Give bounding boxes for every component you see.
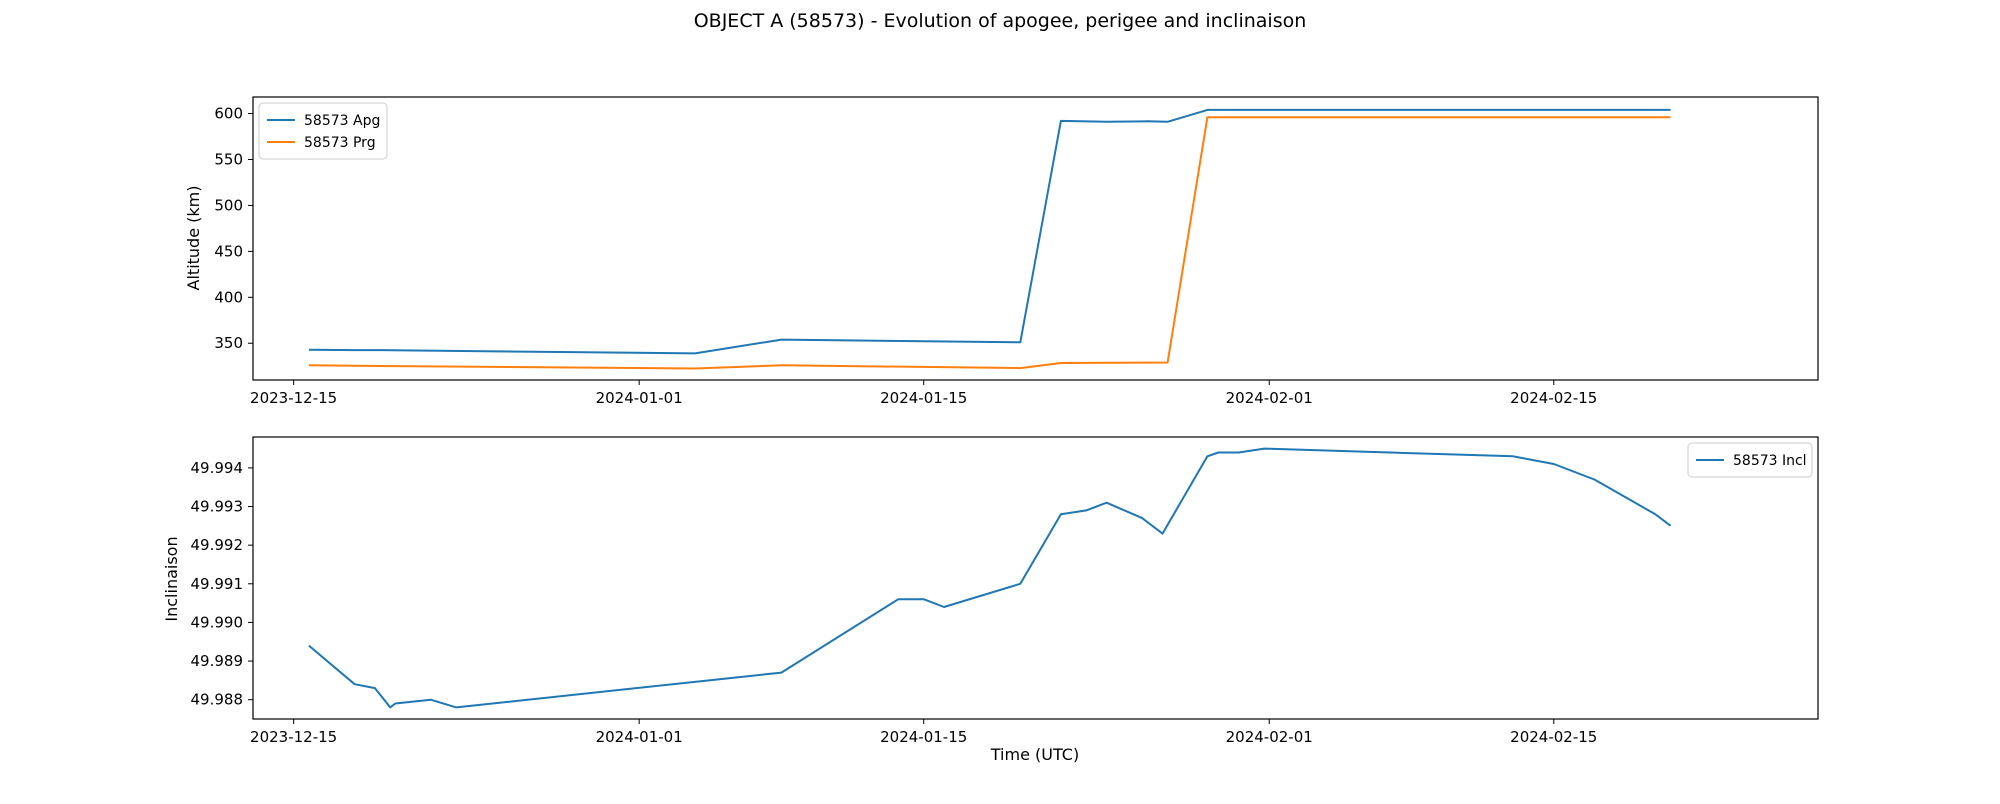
- plot-area-frame: [252, 436, 1819, 720]
- x-tick-label: 2024-02-01: [1226, 728, 1313, 746]
- series-line-incl: [308, 447, 1672, 709]
- y-tick-label: 600: [214, 105, 243, 123]
- x-tick-label: 2023-12-15: [250, 728, 337, 746]
- y-tick-label: 500: [214, 196, 243, 214]
- x-tick-label: 2024-01-15: [880, 728, 967, 746]
- y-tick-label: 400: [214, 288, 243, 306]
- x-tick-label: 2024-01-15: [880, 389, 967, 407]
- y-tick-label: 350: [214, 334, 243, 352]
- x-tick-label: 2024-01-01: [596, 728, 683, 746]
- y-tick-label: 49.990: [191, 613, 244, 631]
- legend-label: 58573 Apg: [304, 113, 380, 129]
- y-tick-label: 49.992: [191, 536, 244, 554]
- legend-label: 58573 Prg: [304, 135, 376, 151]
- legend-label: 58573 Incl: [1733, 453, 1807, 469]
- y-tick-label: 550: [214, 150, 243, 168]
- x-tick-label: 2024-01-01: [596, 389, 683, 407]
- series-line-apg: [308, 108, 1671, 355]
- y-tick-label: 49.994: [191, 459, 244, 477]
- legend: 58573 Incl: [1687, 442, 1813, 478]
- x-tick-label: 2024-02-01: [1226, 389, 1313, 407]
- y-tick-label: 49.993: [191, 498, 244, 516]
- y-tick-label: 49.988: [191, 691, 244, 709]
- y-axis-label: Altitude (km): [184, 186, 203, 291]
- chart-panel-inclination: Inclinaison Time (UTC) 2023-12-15 2024-01…: [162, 436, 1819, 764]
- legend-box: [258, 102, 388, 160]
- series-line-prg: [308, 116, 1671, 370]
- figure-title: OBJECT A (58573) - Evolution of apogee, …: [694, 10, 1307, 32]
- legend: 58573 Apg 58573 Prg: [258, 102, 388, 160]
- chart-panel-altitude: Altitude (km) 2023-12-15 2024-01-01 2024-0…: [184, 96, 1819, 407]
- x-tick-label: 2024-02-15: [1510, 389, 1597, 407]
- y-axis-label: Inclinaison: [162, 536, 181, 621]
- x-tick-label: 2023-12-15: [250, 389, 337, 407]
- x-tick-label: 2024-02-15: [1510, 728, 1597, 746]
- y-tick-label: 450: [214, 242, 243, 260]
- legend-box: [1687, 442, 1813, 478]
- x-axis-label: Time (UTC): [990, 745, 1079, 764]
- y-tick-label: 49.989: [191, 652, 244, 670]
- plot-area-frame: [252, 96, 1819, 381]
- y-tick-label: 49.991: [191, 575, 244, 593]
